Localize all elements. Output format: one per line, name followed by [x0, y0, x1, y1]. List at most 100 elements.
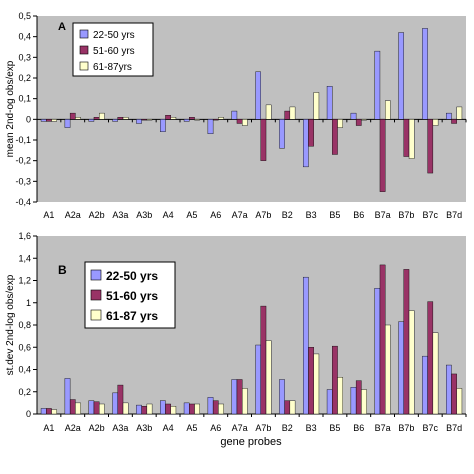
- panel-b-bar-a1-series-2: [46, 408, 52, 415]
- panel-a-y-tick-label: -0,1: [15, 135, 31, 145]
- panel-a-bar-b7a-series-2: [379, 119, 386, 192]
- panel-a-bar-b7a-series-3: [385, 100, 391, 120]
- panel-a-bar-b6-series-2: [355, 119, 362, 126]
- panel-b-bar-b7d-series-3: [456, 388, 463, 415]
- panel-b-y-tick-label: 0,2: [18, 387, 31, 397]
- panel-a-legend-swatch-3: [79, 61, 89, 71]
- panel-b-x-tick-labels: A1 A2a A2b A3a A3b A4 A5 A6 A7a A7b B2 B3 B5 B6 B7a B7b…: [43, 414, 467, 433]
- panel-b-x-tick-label: A2a: [65, 423, 81, 433]
- panel-a-bar-a1-series-3: [51, 119, 57, 122]
- panel-a-x-tick-label: A3a: [112, 210, 128, 220]
- panel-b-y-axis-label: st.dev 2nd-log obs/exp: [5, 274, 16, 375]
- panel-b-y-tick-label: 1: [26, 298, 31, 308]
- panel-b-legend-swatch-3: [90, 309, 102, 321]
- panel-a-x-tick-label: B3: [306, 210, 317, 220]
- panel-b-x-tick-label: A7a: [232, 423, 248, 433]
- panel-b-bar-a4-series-1: [160, 400, 166, 415]
- panel-a-bar-a3a-series-3: [122, 117, 129, 120]
- panel-a-bar-a2b-series-3: [98, 112, 105, 120]
- panel-b-bar-a4-series-2: [165, 403, 171, 415]
- panel-a-bar-a3a-series-1: [112, 119, 118, 122]
- panel-a-bar-a3b-series-3: [146, 119, 153, 121]
- panel-a-x-tick-labels: A1 A2a A2b A3a A3b A4 A5 A6 A7a A7b B2 B3 B5 B6 B7a B7b…: [43, 119, 467, 220]
- panel-b-x-tick-label: B7c: [422, 423, 438, 433]
- panel-b-legend-label-2: 51-60 yrs: [106, 289, 158, 303]
- panel-a-y-tick-label: 0,4: [18, 32, 31, 42]
- panel-a-x-tick-label: B7a: [375, 210, 391, 220]
- panel-a-bar-b7d-series-2: [451, 119, 457, 124]
- panel-b-bar-a1-series-1: [40, 408, 47, 415]
- panel-b-bar-b3-series-1: [303, 276, 309, 415]
- panel-a-y-tick-label: 0: [26, 114, 31, 124]
- panel-a-bar-a2a-series-1: [64, 119, 71, 128]
- panel-a-bar-b5-series-2: [332, 119, 338, 155]
- panel-b-bar-a5-series-1: [183, 402, 190, 415]
- panel-a-bar-a1-series-1: [40, 119, 47, 122]
- panel-a-bar-b3-series-3: [313, 92, 320, 120]
- panel-b-bar-b2-series-3: [289, 400, 296, 415]
- panel-a-x-tick-label: A7a: [232, 210, 248, 220]
- panel-a-x-tick-label: A2b: [89, 210, 105, 220]
- panel-a-legend-swatch-1: [79, 29, 89, 39]
- panel-b-y-tick-label: 1,2: [18, 276, 31, 286]
- panel-a-y-tick-label: 0,1: [18, 94, 31, 104]
- panel-a-legend-swatch-2: [79, 45, 89, 55]
- panel-b-x-tick-label: B2: [282, 423, 293, 433]
- panel-b-x-tick-label: B3: [306, 423, 317, 433]
- panel-b-bar-b6-series-1: [350, 387, 357, 415]
- panel-b-bar-b7d-series-2: [451, 373, 457, 415]
- panel-a-legend: 22-50 yrs 51-60 yrs 61-87yrs: [72, 22, 154, 77]
- panel-b-y-tick-label: 0,6: [18, 342, 31, 352]
- panel-b-bar-a6-series-2: [212, 400, 219, 415]
- panel-a-bar-a3b-series-2: [141, 119, 148, 121]
- panel-a-y-tick-label: 0,5: [18, 11, 31, 21]
- panel-b-bar-b5-series-2: [332, 345, 338, 415]
- panel-a-bar-b7c-series-3: [432, 119, 439, 126]
- panel-a-x-tick-label: A3b: [136, 210, 152, 220]
- panel-a-bar-a2b-series-1: [88, 119, 95, 122]
- panel-b-x-tick-label: B7d: [446, 423, 462, 433]
- panel-a-bar-a2b-series-2: [93, 117, 100, 120]
- panel-b-bar-a6-series-1: [207, 397, 214, 415]
- panel-a-x-tick-label: B6: [353, 210, 364, 220]
- panel-a-bar-a7b-series-3: [265, 104, 272, 120]
- panel-a-bar-a7b-series-1: [255, 71, 261, 120]
- panel-b-bar-a7b-series-1: [255, 344, 261, 415]
- panel-b-legend-swatch-1: [90, 269, 102, 281]
- panel-a-bar-b7c-series-2: [427, 119, 434, 174]
- panel-a-bar-b7c-series-1: [422, 28, 428, 120]
- panel-b-legend-swatch-2: [90, 289, 102, 301]
- panel-b-x-tick-label: A3a: [112, 423, 128, 433]
- panel-a-bar-a7a-series-2: [236, 119, 243, 124]
- panel-b-y-tick-label: 1,6: [18, 231, 31, 241]
- panel-a-x-tick-label: B5: [329, 210, 340, 220]
- panel-b-bar-b3-series-2: [308, 347, 314, 415]
- panel-a-x-tick-label: A4: [163, 210, 174, 220]
- panel-a-bar-a7b-series-2: [260, 119, 267, 161]
- panel-b-bar-b3-series-3: [313, 353, 320, 415]
- panel-b-bar-a2a-series-1: [64, 378, 71, 415]
- panel-b-bar-b6-series-3: [361, 389, 367, 415]
- panel-a-bar-b5-series-3: [337, 119, 343, 128]
- panel-a-bar-a4-series-3: [170, 117, 177, 120]
- panel-b-bar-a3b-series-2: [141, 406, 148, 415]
- panel-b-x-tick-label: B6: [353, 423, 364, 433]
- panel-a-bar-a6-series-2: [212, 119, 219, 121]
- panel-a-x-tick-label: A6: [210, 210, 221, 220]
- panel-a-y-tick-label: 0,2: [18, 73, 31, 83]
- panel-b-bar-b7a-series-2: [379, 264, 386, 415]
- panel-b-x-tick-label: A6: [210, 423, 221, 433]
- panel-b-x-tick-label: B7a: [375, 423, 391, 433]
- panel-b-bar-b7b-series-2: [403, 269, 410, 415]
- panel-b-legend-label-3: 61-87 yrs: [106, 309, 158, 323]
- panel-a-bar-b6-series-1: [350, 112, 357, 120]
- panel-b-bar-b7a-series-1: [374, 288, 381, 415]
- panel-b-legend-label-1: 22-50 yrs: [106, 269, 158, 283]
- panel-a-bar-a3b-series-1: [136, 119, 142, 124]
- panel-a-bars: [40, 28, 463, 192]
- panel-a-bar-a6-series-3: [218, 117, 224, 120]
- panel-a-x-tick-label: B7c: [422, 210, 438, 220]
- panel-b-bar-b7b-series-3: [408, 310, 415, 415]
- panel-b-bar-a2a-series-2: [69, 399, 76, 415]
- panel-b-bar-b7d-series-1: [446, 364, 452, 415]
